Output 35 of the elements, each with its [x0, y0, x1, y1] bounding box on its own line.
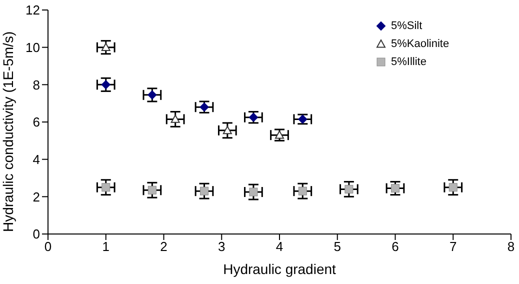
- y-tick-label: 8: [32, 77, 40, 92]
- x-tick-label: 7: [450, 239, 457, 254]
- y-tick-label: 4: [32, 152, 40, 167]
- x-tick-label: 0: [44, 239, 52, 254]
- x-tick-label: 2: [160, 239, 168, 254]
- point: [102, 183, 110, 192]
- y-tick-label: 12: [26, 2, 40, 18]
- x-tick-label: 1: [102, 239, 110, 254]
- legend-label: 5%Kaolinite: [391, 38, 450, 50]
- point: [148, 90, 157, 100]
- y-axis-title: Hydraulic conductivity (1E-5m/s): [0, 31, 16, 232]
- point: [222, 126, 232, 134]
- point: [200, 186, 209, 196]
- x-tick-label: 8: [507, 239, 515, 254]
- y-tick-label: 2: [32, 189, 40, 204]
- legend-label: 5%Silt: [391, 20, 422, 32]
- point: [101, 80, 110, 90]
- y-tick-label: 10: [26, 40, 40, 55]
- x-axis-title: Hydraulic gradient: [223, 261, 336, 277]
- x-tick-label: 3: [218, 239, 226, 254]
- point: [148, 186, 156, 194]
- x-tick-label: 4: [276, 239, 284, 254]
- x-tick-label: 6: [392, 239, 399, 254]
- point: [448, 183, 458, 192]
- point: [170, 114, 180, 123]
- point: [101, 42, 110, 52]
- point: [344, 184, 354, 194]
- legend-label: 5%Illite: [391, 56, 426, 68]
- point: [275, 130, 284, 139]
- y-tick-label: 0: [32, 226, 40, 242]
- point: [249, 188, 258, 196]
- point: [298, 186, 307, 196]
- point: [391, 184, 400, 193]
- x-tick-label: 5: [334, 239, 341, 254]
- y-tick-label: 6: [32, 114, 40, 130]
